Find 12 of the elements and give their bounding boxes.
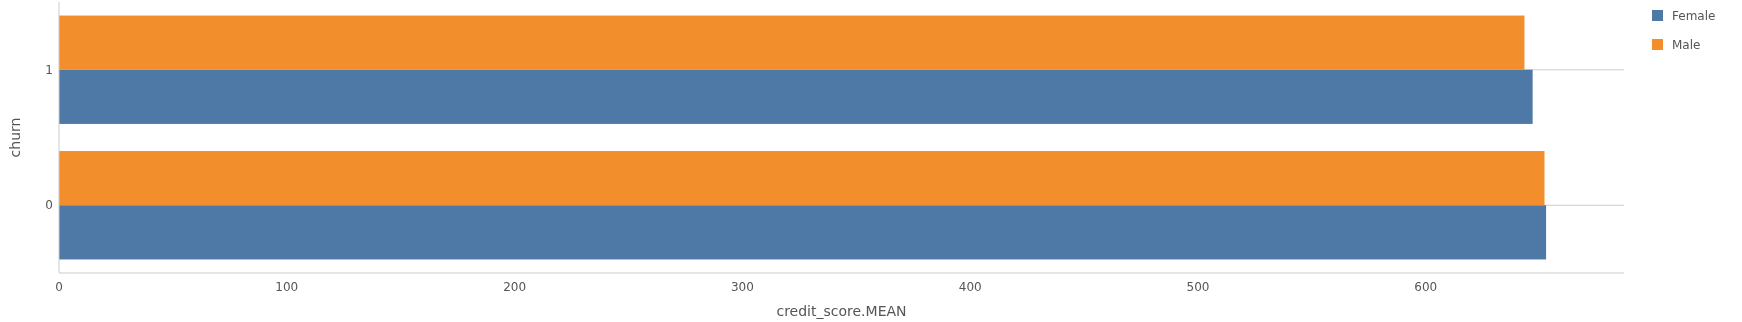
x-tick-label: 500	[1186, 280, 1210, 294]
y-axis-title: churn	[7, 117, 23, 158]
legend-label: Female	[1672, 9, 1716, 23]
y-tick-label: 1	[45, 62, 53, 77]
x-axis-title: credit_score.MEAN	[776, 303, 907, 319]
legend-label: Male	[1672, 38, 1701, 52]
x-tick-label: 200	[503, 280, 527, 294]
x-tick-label: 0	[55, 280, 63, 294]
x-tick-label: 100	[275, 280, 299, 294]
x-tick-label: 300	[730, 280, 754, 294]
x-tick-label: 400	[958, 280, 982, 294]
x-tick-label: 600	[1414, 280, 1438, 294]
